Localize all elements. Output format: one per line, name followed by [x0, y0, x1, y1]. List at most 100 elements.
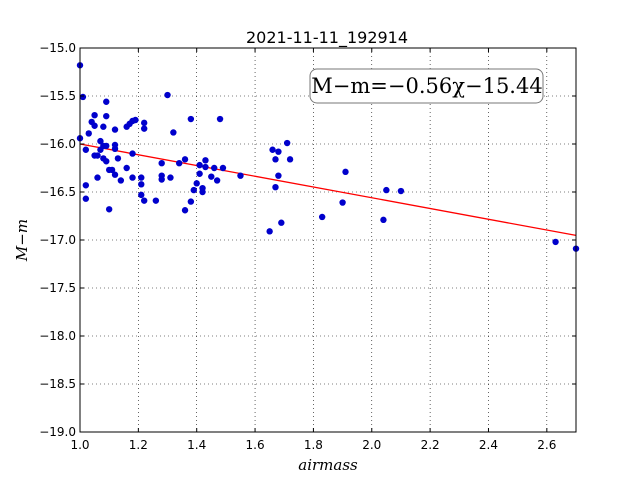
- data-point: [196, 170, 203, 177]
- y-tick-label: −18.0: [39, 329, 76, 343]
- x-tick-label: 2.6: [537, 438, 556, 452]
- data-point: [158, 160, 165, 167]
- data-point: [199, 184, 206, 192]
- grid: [79, 47, 576, 433]
- x-axis-label: airmass: [298, 456, 358, 474]
- data-point: [138, 174, 145, 181]
- data-point: [91, 122, 98, 129]
- data-point: [216, 115, 224, 123]
- data-point: [397, 187, 405, 195]
- data-point: [196, 161, 203, 169]
- data-point: [208, 173, 215, 180]
- data-point: [103, 112, 110, 120]
- data-point: [211, 164, 218, 172]
- data-point: [181, 207, 189, 214]
- data-point: [275, 148, 282, 155]
- data-point: [187, 198, 195, 205]
- data-point: [97, 137, 104, 145]
- x-tick-label: 1.0: [70, 438, 89, 452]
- data-point: [275, 172, 282, 179]
- data-point: [152, 197, 160, 204]
- data-point: [164, 91, 171, 99]
- data-point: [286, 156, 294, 163]
- data-point: [140, 197, 148, 204]
- data-point: [111, 171, 119, 178]
- y-tick-label: −15.5: [39, 89, 76, 103]
- axis-ticks: [79, 47, 576, 433]
- x-tick-label: 1.6: [246, 438, 265, 452]
- data-point: [202, 157, 209, 164]
- data-point: [111, 141, 119, 149]
- data-points: [76, 62, 580, 252]
- data-point: [79, 93, 87, 101]
- data-point: [82, 195, 90, 202]
- data-point: [94, 174, 101, 181]
- data-point: [82, 146, 90, 153]
- fit-equation: M−m=−0.56χ−15.44: [311, 74, 542, 98]
- data-point: [108, 166, 116, 174]
- data-point: [176, 160, 183, 167]
- data-point: [140, 125, 148, 132]
- y-tick-label: −18.5: [39, 377, 76, 391]
- data-point: [170, 129, 177, 136]
- data-point: [158, 176, 165, 183]
- data-point: [82, 182, 90, 189]
- data-point: [111, 126, 119, 133]
- data-point: [266, 228, 273, 235]
- y-tick-label: −17.5: [39, 281, 76, 295]
- data-point: [213, 177, 221, 184]
- x-tick-label: 1.2: [129, 438, 148, 452]
- y-tick-label: −17.0: [39, 233, 76, 247]
- data-point: [91, 112, 98, 119]
- data-point: [167, 174, 174, 181]
- data-point: [123, 164, 130, 172]
- x-tick-label: 1.4: [187, 438, 206, 452]
- data-point: [552, 238, 559, 246]
- data-point: [100, 123, 107, 130]
- data-point: [138, 191, 145, 199]
- chart-title: 2021-11-11_192914: [246, 28, 408, 48]
- data-point: [94, 152, 101, 159]
- data-point: [190, 186, 197, 194]
- fit-annotation-box: [309, 68, 544, 104]
- data-point: [380, 216, 387, 224]
- data-point: [219, 164, 227, 172]
- data-point: [132, 116, 139, 124]
- fit-annotation: M−m=−0.56χ−15.44: [309, 68, 544, 104]
- y-tick-label: −16.0: [39, 137, 76, 151]
- fit-line: [79, 143, 577, 237]
- data-point: [202, 163, 209, 171]
- fit-line-layer: [79, 143, 577, 237]
- data-point: [187, 115, 195, 123]
- data-point: [129, 150, 136, 157]
- data-point: [117, 177, 125, 184]
- y-tick-label: −16.5: [39, 185, 76, 199]
- data-point: [138, 181, 145, 188]
- y-tick-labels: −15.0 −15.5 −16.0 −16.5 −17.0 −17.5 −18.0 −18.5…: [39, 41, 76, 439]
- data-point: [283, 139, 291, 147]
- data-point: [339, 199, 346, 206]
- data-point: [318, 213, 326, 221]
- x-tick-label: 1.8: [304, 438, 323, 452]
- y-tick-label: −19.0: [39, 425, 76, 439]
- data-point: [114, 155, 122, 162]
- data-point: [278, 219, 285, 226]
- data-point: [181, 156, 189, 163]
- data-point: [85, 130, 92, 137]
- x-tick-label: 2.2: [421, 438, 440, 452]
- data-point: [103, 158, 110, 165]
- x-tick-label: 2.0: [362, 438, 381, 452]
- data-point: [383, 186, 390, 194]
- data-point: [129, 174, 136, 181]
- data-point: [272, 156, 279, 163]
- data-point: [103, 142, 110, 150]
- data-point: [272, 184, 279, 191]
- data-point: [103, 98, 110, 105]
- data-point: [342, 168, 349, 176]
- data-point: [193, 180, 200, 187]
- x-tick-label: 2.4: [479, 438, 498, 452]
- data-point: [105, 206, 113, 213]
- x-tick-labels: 1.0 1.2 1.4 1.6 1.8 2.0 2.2 2.4 2.6: [70, 438, 556, 452]
- data-point: [269, 146, 276, 153]
